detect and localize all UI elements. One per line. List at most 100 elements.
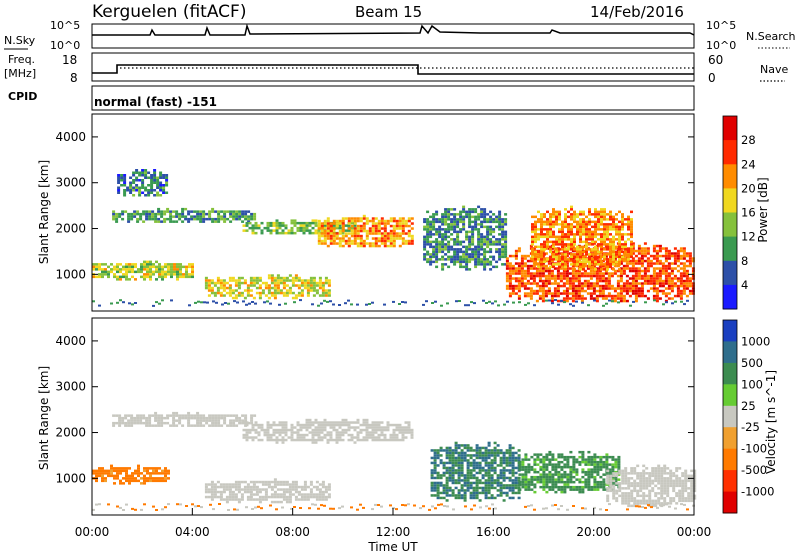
power-cell	[486, 233, 490, 236]
power-cell	[634, 259, 638, 263]
vel-cell	[229, 419, 233, 422]
vel-cell	[457, 459, 461, 462]
vel-cell	[273, 485, 277, 489]
power-cell	[235, 210, 239, 213]
vel-cell	[219, 493, 223, 496]
power-cell	[688, 282, 692, 285]
power-cell	[353, 234, 357, 238]
power-cell	[338, 229, 342, 233]
power-cell	[483, 240, 487, 244]
power-cell	[242, 229, 246, 232]
power-cell	[350, 219, 354, 223]
power-cell	[353, 217, 357, 220]
power-cell	[231, 289, 235, 292]
vel-cell	[276, 493, 280, 496]
power-cell	[214, 220, 218, 223]
power-cell	[435, 233, 439, 236]
power-cell	[565, 269, 569, 273]
vel-cell	[533, 463, 537, 466]
power-cell	[141, 169, 145, 172]
power-cell	[634, 297, 638, 300]
power-cell	[682, 254, 686, 258]
power-cell	[495, 260, 499, 264]
power-cell	[691, 287, 695, 290]
vel-cell	[266, 426, 270, 429]
power-cell	[270, 274, 274, 277]
power-cell	[670, 282, 674, 285]
vel-cell	[318, 498, 322, 501]
power-cell	[649, 262, 653, 265]
vel-cell	[481, 469, 485, 472]
vel-cell	[563, 488, 567, 491]
vel-cell	[548, 473, 552, 476]
power-cell	[646, 262, 650, 265]
vel-cell	[317, 423, 321, 427]
power-cell	[652, 294, 656, 298]
vel-cell	[118, 416, 122, 420]
power-cell	[567, 238, 570, 241]
power-cell	[576, 253, 579, 256]
power-cell	[175, 212, 179, 216]
vel-cell	[178, 414, 182, 417]
power-cell	[128, 270, 131, 274]
vel-cell	[365, 423, 369, 427]
power-cell	[612, 253, 615, 256]
power-cell	[92, 300, 95, 303]
power-cell	[646, 297, 650, 300]
power-cell	[398, 219, 402, 223]
vel-cell	[587, 475, 591, 479]
vel-cell	[496, 481, 500, 485]
power-cell	[474, 218, 478, 221]
power-cell	[556, 289, 560, 293]
vel-cell	[395, 436, 399, 439]
power-cell	[222, 294, 226, 297]
power-cell	[137, 268, 140, 271]
power-cell	[579, 213, 582, 216]
power-cell	[368, 232, 372, 235]
vel-cell	[436, 491, 440, 495]
power-cell	[517, 297, 521, 300]
vel-cell	[374, 426, 378, 429]
power-cell	[682, 282, 686, 285]
vel-cell	[487, 489, 491, 492]
vel-cell	[572, 475, 576, 479]
power-cell	[517, 249, 521, 253]
power-cell	[556, 277, 560, 280]
power-cell	[625, 279, 629, 283]
power-cell	[547, 289, 551, 293]
power-cell	[166, 207, 170, 211]
power-cell	[219, 291, 223, 295]
vel-cell	[136, 421, 140, 425]
power-cell	[486, 260, 490, 264]
power-cell	[523, 264, 527, 268]
vel-cell	[448, 476, 452, 480]
power-cell	[240, 276, 244, 280]
colorbar-tick-label: 12	[741, 230, 756, 244]
power-cell	[505, 262, 509, 265]
power-cell	[555, 215, 558, 219]
power-cell	[190, 210, 194, 213]
vel-cell	[329, 423, 333, 427]
power-cell	[465, 255, 469, 259]
power-cell	[285, 289, 289, 292]
power-cell	[266, 224, 270, 227]
power-cell	[119, 299, 122, 302]
vel-cell	[154, 414, 158, 417]
power-cell	[589, 269, 593, 273]
vel-cell	[499, 486, 503, 490]
vel-cell	[581, 488, 585, 491]
power-cell	[591, 238, 594, 241]
power-cell	[665, 301, 668, 304]
power-cell	[241, 215, 245, 218]
power-cell	[144, 174, 148, 177]
power-cell	[576, 248, 579, 251]
vel-cell	[279, 488, 283, 491]
power-cell	[583, 269, 587, 273]
power-cell	[630, 248, 633, 251]
power-cell	[276, 286, 280, 290]
power-cell	[540, 235, 543, 239]
vel-cell	[478, 456, 482, 460]
power-cell	[477, 218, 481, 221]
power-cell	[504, 238, 508, 241]
power-cell	[115, 215, 119, 218]
